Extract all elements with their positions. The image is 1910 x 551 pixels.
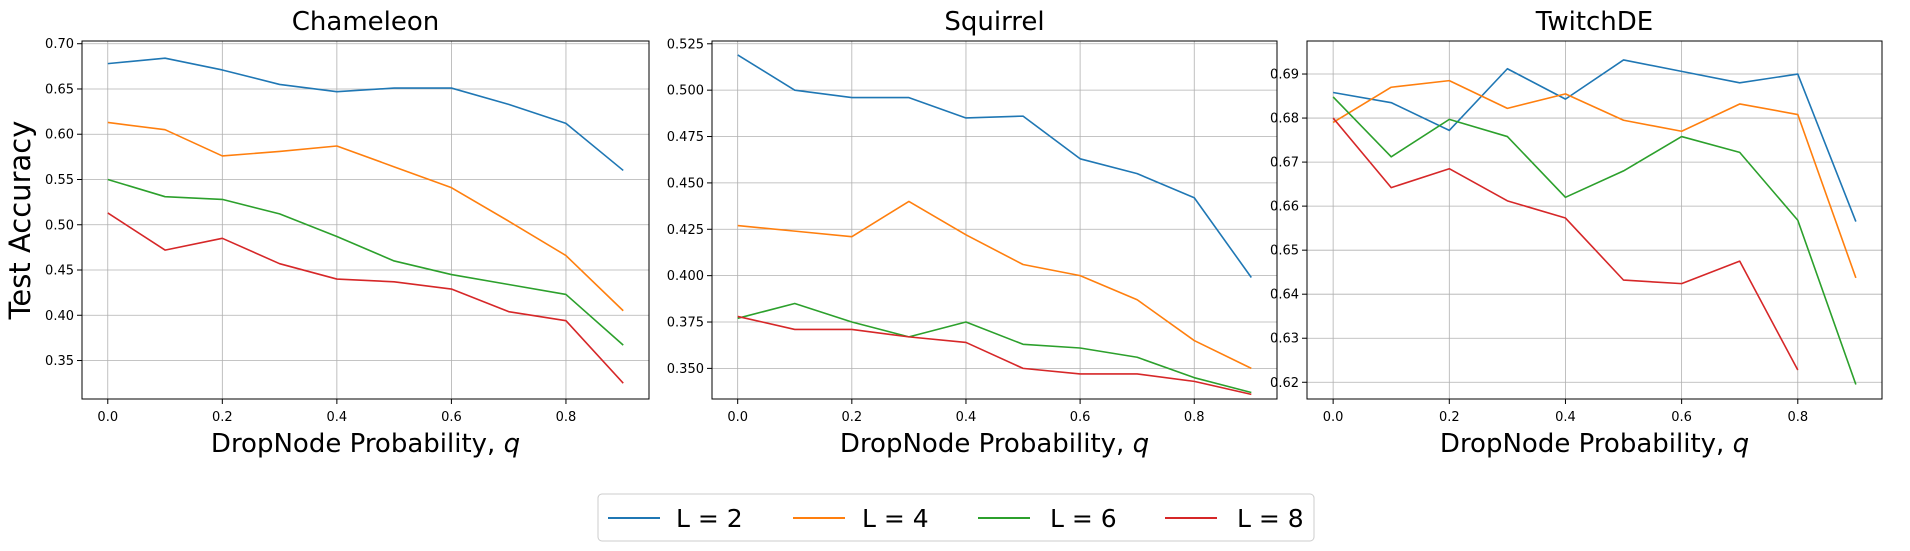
legend-entry-l2: L = 2 (608, 504, 743, 533)
series-line-squirrel-l6 (737, 302, 1252, 394)
y-tick-label: 0.60 (45, 128, 74, 143)
x-tick-label: 0.8 (1787, 410, 1808, 425)
y-tick-label: 0.525 (667, 37, 704, 52)
x-tick-label: 0.6 (1671, 410, 1692, 425)
y-tick-label: 0.350 (667, 362, 704, 377)
y-tick-label: 0.62 (1270, 376, 1299, 391)
x-tick-label: 0.6 (1070, 410, 1091, 425)
axes-frame-twitchde (1306, 40, 1883, 400)
x-ticks-chameleon: 0.0 0.2 0.4 0.6 0.8 (97, 399, 576, 425)
y-tick-label: 0.450 (667, 176, 704, 191)
grid-twitchde (1307, 41, 1882, 399)
x-tick-label: 0.2 (212, 410, 233, 425)
y-ticks-squirrel: 0.350 0.375 0.400 0.425 0.450 0.475 0.500 0.525 (667, 37, 712, 377)
x-axis-label-squirrel: DropNode Probability, q (840, 429, 1149, 459)
y-ticks-chameleon: 0.35 0.40 0.45 0.50 0.55 0.60 0.65 0.70 (45, 37, 82, 369)
x-tick-label: 0.2 (1439, 410, 1460, 425)
series-line-squirrel-l4 (737, 200, 1252, 370)
chart-title-twitchde: TwitchDE (1535, 7, 1653, 37)
y-tick-label: 0.65 (1270, 244, 1299, 259)
series-lines-twitchde (1332, 59, 1857, 385)
series-line-squirrel-l2 (737, 54, 1252, 278)
x-tick-label: 0.4 (327, 410, 348, 425)
series-line-twitchde-l6 (1332, 96, 1857, 385)
y-tick-label: 0.425 (667, 223, 704, 238)
y-tick-label: 0.35 (45, 354, 74, 369)
series-line-twitchde-l8 (1332, 117, 1799, 371)
x-tick-label: 0.2 (841, 410, 862, 425)
y-tick-label: 0.400 (667, 269, 704, 284)
y-tick-label: 0.50 (45, 218, 74, 233)
chart-title-chameleon: Chameleon (292, 7, 440, 37)
y-tick-label: 0.67 (1270, 156, 1299, 171)
axes-frame-chameleon (81, 40, 650, 400)
legend-entry-l8: L = 8 (1165, 504, 1304, 533)
y-tick-label: 0.55 (45, 173, 74, 188)
series-line-twitchde-l4 (1332, 79, 1857, 279)
series-line-chameleon-l2 (107, 57, 624, 172)
legend-label-l6: L = 6 (1050, 504, 1117, 533)
legend: L = 2 L = 4 L = 6 L = 8 (597, 493, 1315, 542)
series-line-chameleon-l6 (107, 178, 624, 346)
legend-label-l4: L = 4 (862, 504, 929, 533)
grid-squirrel (712, 41, 1277, 399)
y-ticks-twitchde: 0.62 0.63 0.64 0.65 0.66 0.67 0.68 0.69 (1270, 68, 1307, 391)
x-tick-label: 0.4 (956, 410, 977, 425)
y-tick-label: 0.63 (1270, 332, 1299, 347)
axes-frame-squirrel (711, 40, 1278, 400)
x-ticks-twitchde: 0.0 0.2 0.4 0.6 0.8 (1323, 399, 1808, 425)
series-lines-chameleon (107, 57, 624, 384)
panel-chameleon: 0.0 0.2 0.4 0.6 0.8 0.35 0.40 0.45 0.50 0.55 0.60… (3, 7, 650, 459)
chart-title-squirrel: Squirrel (944, 7, 1044, 37)
y-tick-label: 0.70 (45, 37, 74, 52)
series-line-twitchde-l2 (1333, 59, 1857, 222)
y-tick-label: 0.375 (667, 316, 704, 331)
legend-frame (597, 493, 1315, 542)
y-tick-label: 0.69 (1270, 68, 1299, 83)
grid-chameleon (82, 41, 649, 399)
x-tick-label: 0.0 (97, 410, 118, 425)
legend-entry-l6: L = 6 (978, 504, 1117, 533)
series-line-chameleon-l8 (107, 212, 624, 384)
series-lines-squirrel (737, 54, 1252, 396)
series-line-squirrel-l8 (737, 315, 1252, 396)
legend-label-l8: L = 8 (1237, 504, 1304, 533)
y-tick-label: 0.65 (45, 82, 74, 97)
legend-label-l2: L = 2 (676, 504, 743, 533)
legend-entry-l4: L = 4 (793, 504, 929, 533)
x-ticks-squirrel: 0.0 0.2 0.4 0.6 0.8 (727, 399, 1205, 425)
y-tick-label: 0.475 (667, 130, 704, 145)
x-tick-label: 0.8 (556, 410, 577, 425)
x-axis-label-twitchde: DropNode Probability, q (1440, 429, 1749, 459)
y-tick-label: 0.40 (45, 309, 74, 324)
x-tick-label: 0.6 (441, 410, 462, 425)
y-tick-label: 0.66 (1270, 200, 1299, 215)
panel-twitchde: 0.0 0.2 0.4 0.6 0.8 0.62 0.63 0.64 0.65 0.66 0.67… (1270, 7, 1883, 459)
y-tick-label: 0.68 (1270, 112, 1299, 127)
y-tick-label: 0.64 (1270, 288, 1299, 303)
series-line-chameleon-l4 (107, 121, 624, 312)
y-axis-label: Test Accuracy (3, 121, 37, 321)
x-tick-label: 0.0 (1323, 410, 1344, 425)
x-tick-label: 0.4 (1555, 410, 1576, 425)
x-tick-label: 0.0 (727, 410, 748, 425)
x-axis-label-chameleon: DropNode Probability, q (211, 429, 520, 459)
y-tick-label: 0.45 (45, 264, 74, 279)
x-tick-label: 0.8 (1184, 410, 1205, 425)
y-tick-label: 0.500 (667, 84, 704, 99)
panel-squirrel: 0.0 0.2 0.4 0.6 0.8 0.350 0.375 0.400 0.425 0.45… (667, 7, 1278, 459)
